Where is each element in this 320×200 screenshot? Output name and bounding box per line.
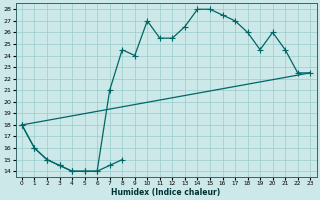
X-axis label: Humidex (Indice chaleur): Humidex (Indice chaleur) — [111, 188, 221, 197]
